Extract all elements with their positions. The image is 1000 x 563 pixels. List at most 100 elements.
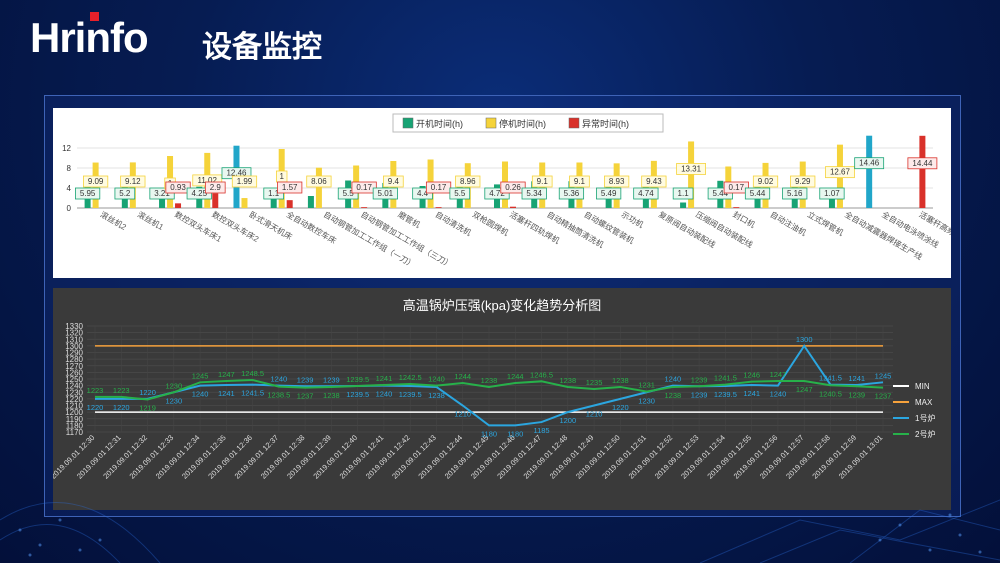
data-label: 1246 [743, 371, 760, 380]
value-label: 9.1 [537, 177, 549, 186]
value-label: 9.09 [88, 177, 104, 186]
data-label: 1185 [533, 426, 549, 435]
value-label: 12.46 [226, 169, 247, 178]
data-label: 1241 [848, 374, 865, 383]
category-label: 滚丝机2 [99, 209, 129, 232]
value-label: 12.67 [830, 168, 851, 177]
value-label: 4.72 [489, 189, 505, 198]
value-label-box [676, 163, 706, 175]
y-tick-label: 1180 [66, 421, 84, 430]
y-tick-label: 1240 [65, 382, 83, 391]
data-label: 1238 [665, 391, 682, 400]
category-label: 自动清洗机 [434, 209, 474, 238]
value-label-box [449, 187, 471, 200]
value-label: 9.29 [795, 177, 811, 186]
value-label-box [277, 181, 303, 194]
value-label-box [825, 166, 855, 179]
data-label: 1220 [139, 388, 156, 397]
series-line [95, 344, 884, 427]
category-label: 磨管机 [396, 209, 422, 230]
legend-swatch [485, 117, 497, 129]
y-tick-label: 1310 [65, 335, 83, 344]
category-label: 自动注油机 [769, 209, 809, 238]
value-label: 0.93 [170, 183, 186, 192]
y-tick-label: 1270 [65, 362, 83, 371]
value-label: 9.4 [388, 177, 400, 186]
y-tick-label: 1170 [66, 428, 84, 437]
value-label-box [633, 187, 659, 200]
bar [435, 207, 442, 208]
value-label-box [531, 175, 553, 188]
value-label: 9.02 [758, 177, 774, 186]
y-tick-label: 1320 [65, 329, 83, 338]
value-label: 5.44 [750, 189, 766, 198]
value-label: 5.2 [119, 189, 131, 198]
value-label-box [604, 175, 630, 188]
data-label: 1244 [507, 372, 524, 381]
bar [212, 193, 219, 208]
y-tick-label: 4 [67, 184, 72, 193]
data-label: 1180 [507, 429, 523, 438]
page-title: 设备监控 [202, 31, 322, 64]
value-label-box [596, 187, 622, 200]
value-label: 8.96 [460, 177, 476, 186]
data-label: 1240 [770, 390, 787, 399]
bar [919, 135, 926, 208]
data-label: 1240 [271, 375, 288, 384]
value-label-box [165, 181, 191, 194]
data-label: 1219 [139, 404, 156, 413]
bar [315, 167, 322, 208]
y-tick-label: 1220 [65, 395, 83, 404]
data-label: 1245 [875, 371, 892, 380]
value-label-box [752, 175, 779, 188]
data-label: 1241.5 [819, 374, 842, 383]
data-label: 1241 [218, 389, 235, 398]
legend-swatch [568, 117, 580, 129]
bar [680, 202, 687, 208]
data-label: 1247 [770, 370, 787, 379]
data-label: 1248.5 [241, 369, 264, 378]
value-label: 1 [279, 172, 284, 181]
value-label: 8.06 [311, 177, 327, 186]
value-label: 5.36 [564, 189, 580, 198]
y-tick-label: 1250 [65, 375, 83, 384]
data-label: 1220 [87, 403, 104, 412]
data-label: 1180 [481, 429, 497, 438]
value-label-box [149, 187, 175, 200]
bar [241, 198, 248, 208]
data-label: 1230 [638, 396, 655, 405]
bar [510, 206, 516, 208]
value-label: 4.74 [638, 189, 654, 198]
data-label: 1247 [796, 385, 813, 394]
y-tick-label: 1330 [65, 322, 83, 331]
data-label: 1239 [848, 390, 865, 399]
y-tick-label: 8 [67, 164, 72, 173]
y-tick-label: 1290 [65, 349, 83, 358]
legend-label: MAX [915, 398, 933, 407]
value-label-box [641, 175, 667, 188]
value-label: 5.16 [787, 189, 803, 198]
pressure-trend-chart-panel: 高温锅炉压强(kpa)变化趋势分析图 1170 1180 1190 1200 1210 12… [49, 288, 951, 510]
data-label: 1239.5 [399, 390, 422, 399]
bar [733, 207, 740, 208]
pressure-trend-chart: 高温锅炉压强(kpa)变化趋势分析图1170118011901200121012… [49, 298, 936, 481]
value-label-box [558, 187, 585, 200]
data-label: 1231 [638, 381, 655, 390]
value-label: 9.1 [574, 177, 586, 186]
value-label-box [75, 187, 101, 200]
value-label-box [186, 187, 212, 200]
value-label-box [707, 187, 733, 200]
bar [270, 196, 277, 208]
header: Hrinfo 设备监控 [0, 0, 1000, 80]
value-label: 0.17 [729, 183, 745, 192]
data-label: 1220 [113, 403, 130, 412]
data-label: 1239 [297, 375, 314, 384]
bar [159, 191, 166, 208]
value-label-box [854, 157, 885, 170]
value-label-box [306, 175, 332, 188]
value-label: 5.01 [378, 189, 394, 198]
category-label: 立式焊管机 [806, 209, 846, 238]
value-label-box [120, 175, 146, 188]
legend-label: 异常时间(h) [582, 118, 629, 129]
y-tick-label: 1260 [65, 368, 83, 377]
